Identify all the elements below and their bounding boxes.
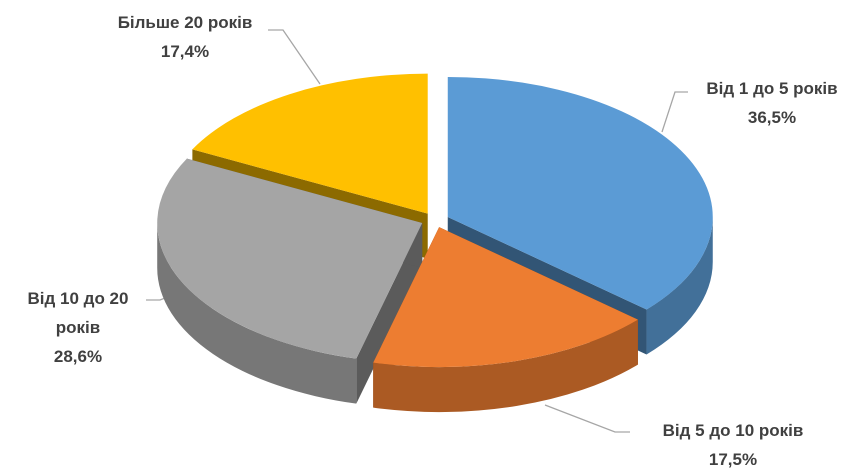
slices xyxy=(157,74,713,412)
category-label: Від 10 до 20 років xyxy=(8,284,148,342)
category-label: Більше 20 років xyxy=(75,8,295,37)
leader-line xyxy=(545,405,630,432)
value-label: 28,6% xyxy=(8,342,148,371)
value-label: 36,5% xyxy=(672,103,865,132)
value-label: 17,4% xyxy=(75,37,295,66)
category-label: Від 1 до 5 років xyxy=(672,74,865,103)
value-label: 17,5% xyxy=(628,445,838,474)
category-label: Від 5 до 10 років xyxy=(628,416,838,445)
